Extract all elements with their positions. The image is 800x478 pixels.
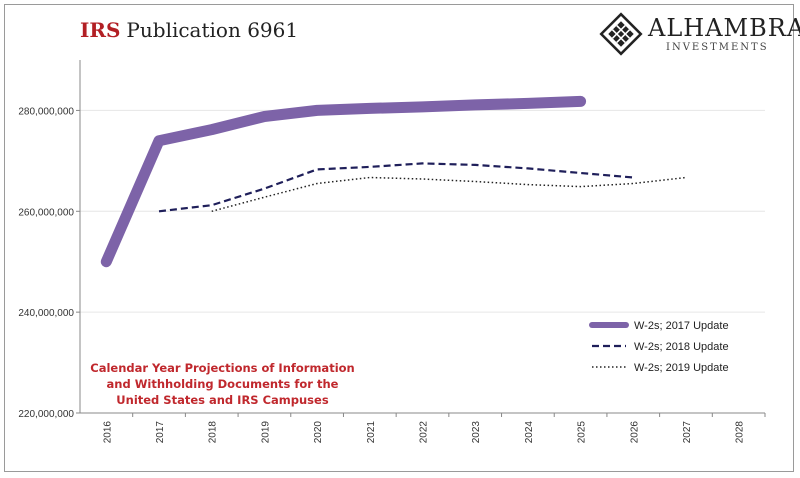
x-tick-label: 2018 <box>208 421 219 444</box>
y-tick-label: 240,000,000 <box>18 308 74 319</box>
x-tick-label: 2028 <box>735 421 746 444</box>
legend-label-2: W-2s; 2018 Update <box>634 341 729 353</box>
brand-logo: ALHAMBRA INVESTMENTS <box>598 12 800 56</box>
series-line-1 <box>100 95 587 268</box>
x-tick-label: 2024 <box>524 421 535 444</box>
x-tick-label: 2016 <box>102 421 113 444</box>
x-tick-label: 2026 <box>629 421 640 444</box>
x-tick-label: 2025 <box>577 421 588 444</box>
legend-label-3: W-2s; 2019 Update <box>634 362 729 374</box>
y-tick-label: 220,000,000 <box>18 409 74 420</box>
series-line-2 <box>158 162 634 213</box>
page-title: IRS Publication 6961 <box>80 18 298 42</box>
logo-sub: INVESTMENTS <box>666 42 769 53</box>
x-tick-label: 2023 <box>471 421 482 444</box>
x-tick-label: 2022 <box>419 421 430 444</box>
chart-annotation: Calendar Year Projections of Information… <box>90 361 355 407</box>
diamond-lattice-icon <box>599 12 643 56</box>
y-tick-label: 260,000,000 <box>18 207 74 218</box>
x-tick-label: 2019 <box>260 421 271 444</box>
x-tick-label: 2027 <box>682 421 693 444</box>
title-prefix: IRS <box>80 18 121 42</box>
chart-frame <box>4 4 794 472</box>
y-tick-label: 280,000,000 <box>18 106 74 117</box>
x-tick-label: 2020 <box>313 421 324 444</box>
title-text: Publication 6961 <box>126 18 299 42</box>
x-tick-label: 2021 <box>366 421 377 444</box>
logo-brand: ALHAMBRA <box>648 14 800 42</box>
x-tick-label: 2017 <box>155 421 166 444</box>
legend-label-1: W-2s; 2017 Update <box>634 320 729 332</box>
series-line-3 <box>211 176 687 213</box>
